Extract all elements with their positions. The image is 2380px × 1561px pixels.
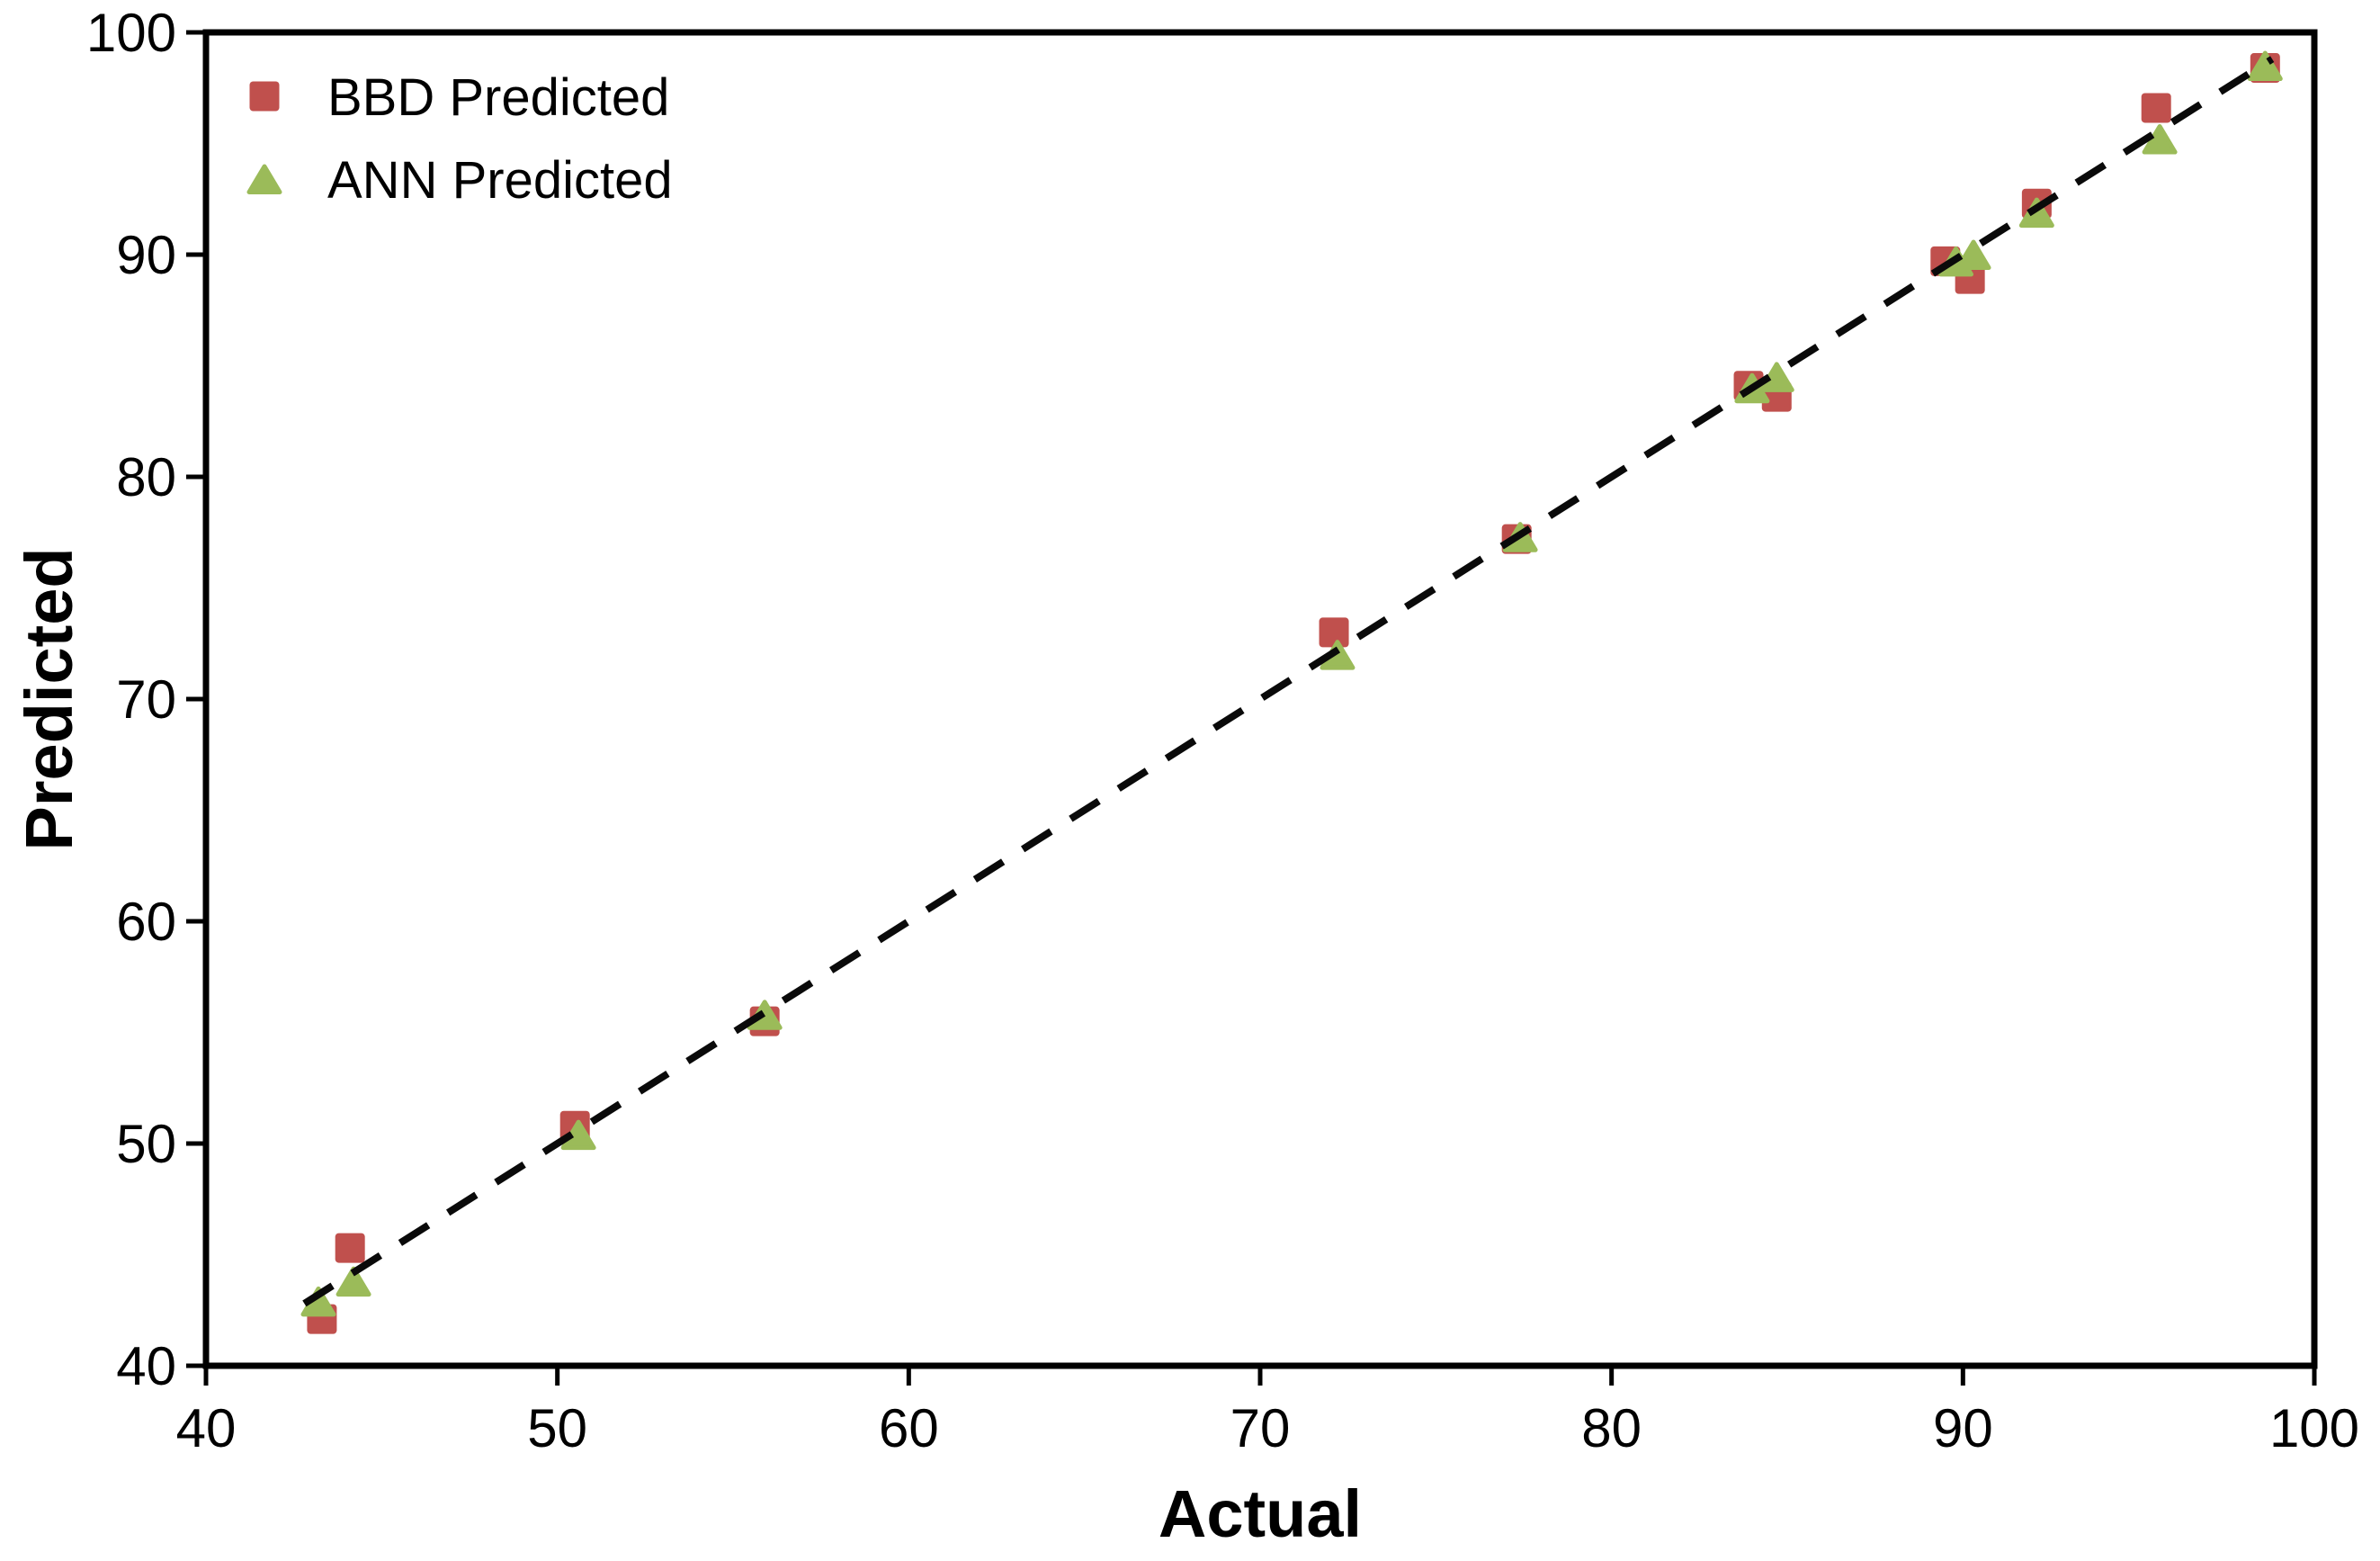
x-tick-label: 80 bbox=[1581, 1398, 1642, 1458]
bbd-marker bbox=[1319, 617, 1349, 648]
y-tick-label: 70 bbox=[116, 669, 176, 730]
x-tick-label: 70 bbox=[1230, 1398, 1291, 1458]
axis-ticks: 40 50 60 70 80 90 100 40 50 60 70 80 90 100 bbox=[86, 3, 2359, 1458]
legend-item-bbd: BBD Predicted bbox=[249, 68, 669, 127]
legend-label: ANN Predicted bbox=[327, 151, 673, 210]
y-axis-title: Predicted bbox=[12, 547, 86, 850]
legend-square-icon bbox=[249, 81, 280, 112]
x-axis-title: Actual bbox=[1159, 1476, 1362, 1551]
y-tick-label: 50 bbox=[116, 1114, 176, 1174]
y-tick-label: 80 bbox=[116, 447, 176, 507]
x-tick-label: 50 bbox=[527, 1398, 587, 1458]
y-tick-label: 90 bbox=[116, 225, 176, 285]
x-tick-label: 90 bbox=[1933, 1398, 1993, 1458]
legend-triangle-icon bbox=[246, 164, 282, 194]
y-tick-label: 60 bbox=[116, 892, 176, 952]
ann-marker bbox=[2142, 124, 2178, 155]
ann-marker bbox=[336, 1266, 371, 1297]
y-tick-label: 100 bbox=[86, 3, 176, 63]
identity-trendline bbox=[302, 56, 2275, 1307]
legend-label: BBD Predicted bbox=[327, 68, 669, 127]
ann-marker bbox=[1955, 239, 1991, 270]
identity-trendline-group bbox=[302, 56, 2275, 1307]
legend: BBD Predicted ANN Predicted bbox=[246, 68, 673, 210]
x-tick-label: 40 bbox=[176, 1398, 237, 1458]
bbd-marker bbox=[335, 1233, 365, 1263]
ann-marker bbox=[2247, 50, 2283, 82]
x-tick-label: 100 bbox=[2269, 1398, 2359, 1458]
x-tick-label: 60 bbox=[879, 1398, 939, 1458]
y-tick-label: 40 bbox=[116, 1336, 176, 1396]
legend-item-ann: ANN Predicted bbox=[246, 151, 673, 210]
bbd-marker bbox=[2141, 93, 2171, 123]
